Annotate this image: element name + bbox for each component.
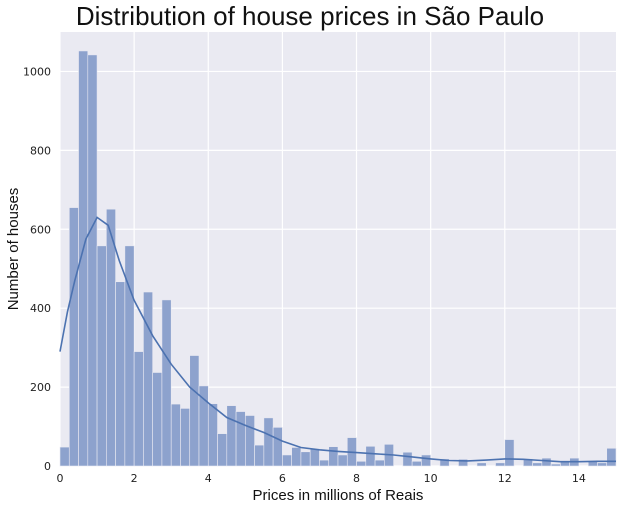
- x-tick-labels: 0 2 4 6 8 10 12 14: [57, 472, 586, 485]
- histogram-bar: [282, 454, 292, 467]
- histogram-bar: [356, 460, 367, 467]
- histogram-bar: [504, 439, 515, 467]
- histogram-bar: [106, 208, 116, 467]
- histogram-bar: [189, 355, 200, 467]
- histogram-bar: [263, 417, 274, 467]
- histogram-bar: [170, 403, 181, 467]
- histogram-bar: [245, 415, 255, 467]
- histogram-bar: [254, 444, 265, 467]
- y-tick-label: 0: [44, 460, 51, 473]
- histogram-bar: [87, 54, 98, 467]
- kde-line: [59, 216, 616, 463]
- histogram-bar: [272, 427, 283, 467]
- histogram-bar: [180, 408, 191, 467]
- histogram-bars: [59, 50, 617, 467]
- y-tick-label: 800: [30, 144, 51, 157]
- histogram-bar: [402, 451, 413, 467]
- chart-title: Distribution of house prices in São Paul…: [76, 1, 544, 31]
- histogram-bar: [411, 460, 422, 467]
- histogram-bar: [458, 458, 469, 467]
- x-axis-label: Prices in millions of Reais: [253, 487, 424, 504]
- histogram-bar: [439, 458, 450, 467]
- histogram-bar: [207, 403, 218, 467]
- histogram-bar: [328, 446, 339, 467]
- y-tick-label: 600: [30, 223, 51, 236]
- x-tick-label: 4: [205, 472, 212, 485]
- histogram-bar: [319, 459, 330, 467]
- histogram-bar: [217, 433, 228, 467]
- histogram-bar: [235, 411, 246, 467]
- histogram-bar: [133, 351, 144, 467]
- histogram-bar: [300, 451, 311, 467]
- y-tick-labels: 0 200 400 600 800 1000: [23, 65, 51, 473]
- histogram-bar: [495, 462, 506, 467]
- histogram-bar: [606, 447, 617, 467]
- x-tick-label: 10: [424, 472, 438, 485]
- x-tick-label: 12: [498, 472, 512, 485]
- x-tick-label: 8: [353, 472, 360, 485]
- y-tick-label: 400: [30, 302, 51, 315]
- x-tick-label: 0: [57, 472, 64, 485]
- x-tick-label: 14: [572, 472, 586, 485]
- histogram-bar: [115, 281, 126, 467]
- histogram-bar: [96, 245, 107, 467]
- histogram-bar: [476, 462, 487, 467]
- histogram-bar: [291, 447, 302, 467]
- x-tick-label: 6: [279, 472, 286, 485]
- histogram-bar: [68, 207, 79, 467]
- histogram-bar: [309, 448, 320, 467]
- y-tick-label: 1000: [23, 65, 51, 78]
- histogram-bar: [152, 372, 163, 467]
- histogram-bar: [226, 405, 237, 467]
- y-tick-label: 200: [30, 381, 51, 394]
- histogram-bar: [337, 454, 348, 467]
- y-axis-label: Number of houses: [5, 188, 22, 311]
- histogram-bar: [597, 462, 608, 467]
- histogram-bar: [532, 462, 543, 467]
- histogram-bar: [59, 446, 70, 467]
- x-tick-label: 2: [131, 472, 138, 485]
- histogram-bar: [143, 291, 153, 467]
- histogram-bar: [541, 457, 552, 467]
- histogram-bar: [550, 463, 561, 467]
- histogram-bar: [365, 445, 376, 467]
- histogram-bar: [421, 454, 431, 467]
- histogram-bar: [374, 459, 385, 467]
- histogram-bar: [161, 299, 172, 467]
